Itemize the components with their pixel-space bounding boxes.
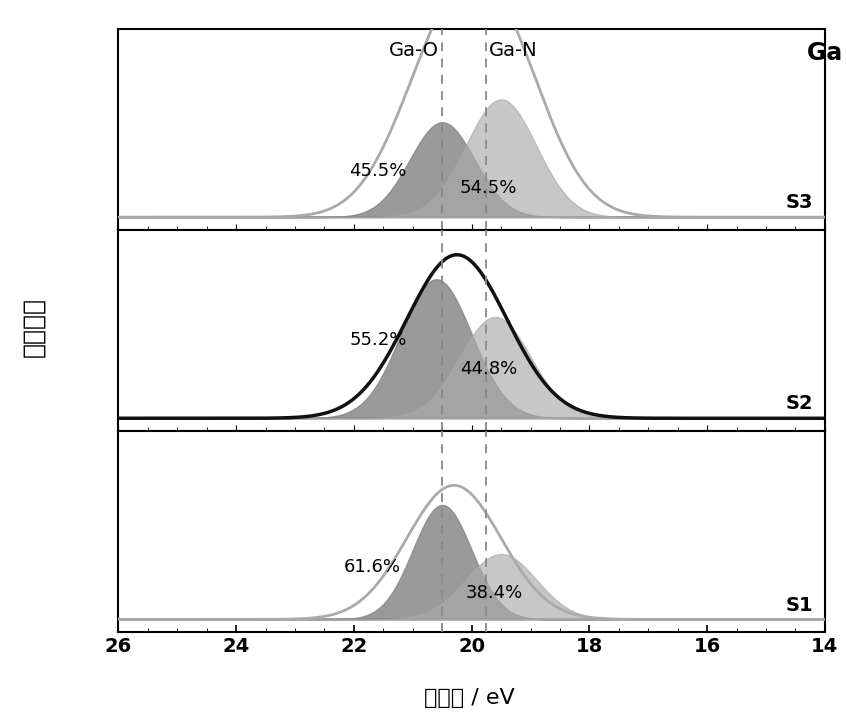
Text: Ga-O: Ga-O: [389, 41, 439, 60]
Text: 54.5%: 54.5%: [460, 179, 517, 197]
Text: 45.5%: 45.5%: [349, 162, 407, 180]
Text: 55.2%: 55.2%: [349, 331, 407, 349]
Text: 61.6%: 61.6%: [344, 558, 401, 576]
Text: S2: S2: [785, 394, 813, 414]
Text: 相对强度: 相对强度: [22, 297, 46, 357]
Text: S3: S3: [786, 193, 813, 212]
Text: Ga-N: Ga-N: [489, 41, 538, 60]
Text: S1: S1: [785, 595, 813, 614]
Text: 结合能 / eV: 结合能 / eV: [424, 688, 515, 708]
Text: 44.8%: 44.8%: [460, 360, 517, 378]
Text: 38.4%: 38.4%: [466, 585, 523, 602]
Text: Ga 3d: Ga 3d: [807, 41, 846, 65]
